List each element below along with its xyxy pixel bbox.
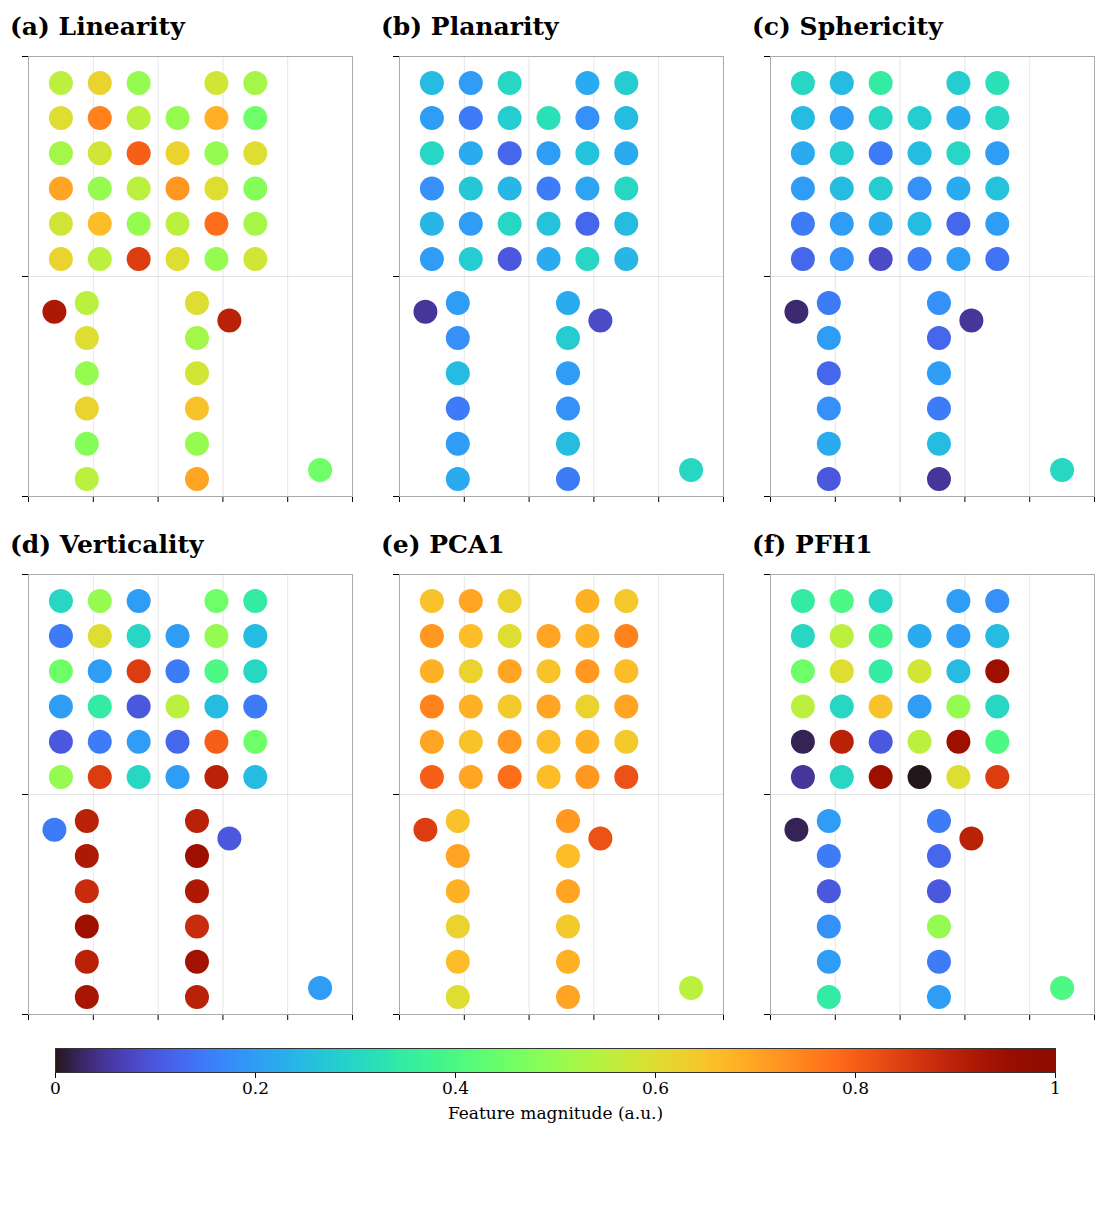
svg-text:Feature magnitude (a.u.): Feature magnitude (a.u.) [448,1103,663,1123]
svg-text:0.2: 0.2 [242,1078,269,1098]
html-text:(e) PCA1: (e) PCA1 [381,530,505,559]
svg-text:1: 1 [1050,1078,1061,1098]
svg-text:0: 0 [50,1078,61,1098]
svg-text:0.4: 0.4 [442,1078,469,1098]
html-text:(a) Linearity: (a) Linearity [10,12,185,41]
html-text:(c) Sphericity: (c) Sphericity [752,12,943,41]
svg-text:0.8: 0.8 [842,1078,869,1098]
html-text:(b) Planarity: (b) Planarity [381,12,559,41]
html-text:(d) Verticality: (d) Verticality [10,530,204,559]
html-text:(f) PFH1: (f) PFH1 [752,530,873,559]
svg-text:0.6: 0.6 [642,1078,669,1098]
